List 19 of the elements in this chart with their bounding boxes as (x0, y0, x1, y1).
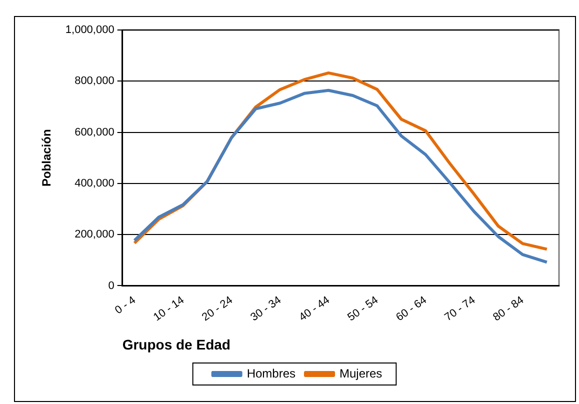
x-tick-label: 30 - 34 (248, 294, 284, 324)
y-axis-title: Población (40, 129, 54, 187)
x-tick-label: 20 - 24 (200, 294, 235, 324)
x-tick-label: 10 - 14 (152, 294, 186, 324)
x-axis-title: Grupos de Edad (122, 336, 230, 352)
y-tick-label: 1,000,000 (65, 24, 114, 36)
x-tick-label: 70 - 74 (442, 294, 478, 324)
y-tick-label: 400,000 (74, 177, 114, 190)
x-tick-label: 50 - 54 (346, 294, 381, 324)
y-tick-label: 800,000 (74, 75, 114, 88)
y-tick-label: 200,000 (74, 228, 114, 241)
x-tick-label: 0 - 4 (113, 294, 138, 317)
x-tick-label: 80 - 84 (491, 294, 526, 324)
x-tick-label: 40 - 44 (297, 294, 332, 324)
y-tick-label: 0 (108, 280, 114, 292)
legend-label: Hombres (246, 366, 296, 380)
legend-label: Mujeres (340, 366, 382, 380)
y-tick-label: 600,000 (74, 126, 114, 138)
x-tick-label: 60 - 64 (394, 294, 430, 324)
